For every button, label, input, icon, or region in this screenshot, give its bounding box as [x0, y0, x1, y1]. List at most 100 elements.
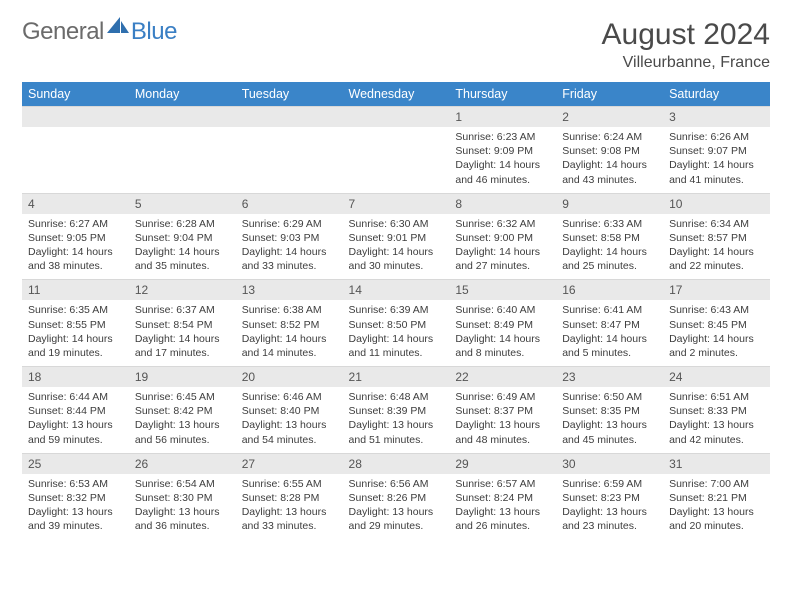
daylight-text: Daylight: 14 hours	[669, 245, 764, 259]
sunset-text: Sunset: 8:44 PM	[28, 404, 123, 418]
day-cell: Sunrise: 6:29 AMSunset: 9:03 PMDaylight:…	[236, 214, 343, 280]
day-cell: Sunrise: 6:49 AMSunset: 8:37 PMDaylight:…	[449, 387, 556, 453]
day-number: 19	[129, 367, 236, 388]
daylight-text: and 14 minutes.	[242, 346, 337, 360]
sunrise-text: Sunrise: 6:29 AM	[242, 217, 337, 231]
day-number: 31	[663, 453, 770, 474]
day-number: 22	[449, 367, 556, 388]
day-number: 1	[449, 107, 556, 128]
daylight-text: and 30 minutes.	[349, 259, 444, 273]
sunrise-text: Sunrise: 6:51 AM	[669, 390, 764, 404]
weekday-header: Tuesday	[236, 82, 343, 107]
daylight-text: Daylight: 13 hours	[669, 418, 764, 432]
sunset-text: Sunset: 8:40 PM	[242, 404, 337, 418]
day-cell: Sunrise: 6:41 AMSunset: 8:47 PMDaylight:…	[556, 300, 663, 366]
detail-row: Sunrise: 6:44 AMSunset: 8:44 PMDaylight:…	[22, 387, 770, 453]
title-month-year: August 2024	[602, 18, 770, 52]
sunset-text: Sunset: 8:28 PM	[242, 491, 337, 505]
day-number: 17	[663, 280, 770, 301]
daylight-text: Daylight: 14 hours	[349, 332, 444, 346]
day-number	[343, 107, 450, 128]
day-number	[129, 107, 236, 128]
daylight-text: Daylight: 14 hours	[455, 332, 550, 346]
daylight-text: and 54 minutes.	[242, 433, 337, 447]
calendar-page: General Blue August 2024 Villeurbanne, F…	[0, 0, 792, 557]
day-number: 30	[556, 453, 663, 474]
sunset-text: Sunset: 8:58 PM	[562, 231, 657, 245]
day-cell: Sunrise: 6:26 AM Sunset: 9:07 PM Dayligh…	[663, 127, 770, 193]
day-cell: Sunrise: 7:00 AMSunset: 8:21 PMDaylight:…	[663, 474, 770, 540]
daylight-text: Daylight: 13 hours	[455, 505, 550, 519]
daylight-text: Daylight: 13 hours	[349, 505, 444, 519]
daylight-text: and 35 minutes.	[135, 259, 230, 273]
sunset-text: Sunset: 8:21 PM	[669, 491, 764, 505]
sunrise-text: Sunrise: 6:59 AM	[562, 477, 657, 491]
daylight-text: and 17 minutes.	[135, 346, 230, 360]
sunset-text: Sunset: 9:01 PM	[349, 231, 444, 245]
day-cell: Sunrise: 6:27 AMSunset: 9:05 PMDaylight:…	[22, 214, 129, 280]
daylight-text: and 23 minutes.	[562, 519, 657, 533]
sunset-text: Sunset: 9:07 PM	[669, 144, 764, 158]
day-number: 29	[449, 453, 556, 474]
sunrise-text: Sunrise: 6:35 AM	[28, 303, 123, 317]
weekday-header: Wednesday	[343, 82, 450, 107]
day-number	[236, 107, 343, 128]
daynum-row: 1 2 3	[22, 107, 770, 128]
day-number: 18	[22, 367, 129, 388]
day-cell: Sunrise: 6:44 AMSunset: 8:44 PMDaylight:…	[22, 387, 129, 453]
daylight-text: and 33 minutes.	[242, 519, 337, 533]
sunset-text: Sunset: 8:42 PM	[135, 404, 230, 418]
sunset-text: Sunset: 8:57 PM	[669, 231, 764, 245]
day-cell: Sunrise: 6:40 AMSunset: 8:49 PMDaylight:…	[449, 300, 556, 366]
daylight-text: and 20 minutes.	[669, 519, 764, 533]
day-cell	[236, 127, 343, 193]
daylight-text: Daylight: 13 hours	[28, 505, 123, 519]
daylight-text: Daylight: 13 hours	[242, 418, 337, 432]
title-location: Villeurbanne, France	[602, 54, 770, 72]
daylight-text: and 27 minutes.	[455, 259, 550, 273]
daylight-text: Daylight: 14 hours	[669, 158, 764, 172]
daylight-text: Daylight: 13 hours	[349, 418, 444, 432]
day-cell: Sunrise: 6:23 AM Sunset: 9:09 PM Dayligh…	[449, 127, 556, 193]
sunset-text: Sunset: 8:35 PM	[562, 404, 657, 418]
day-cell: Sunrise: 6:28 AMSunset: 9:04 PMDaylight:…	[129, 214, 236, 280]
sunrise-text: Sunrise: 6:53 AM	[28, 477, 123, 491]
sunrise-text: Sunrise: 6:37 AM	[135, 303, 230, 317]
daylight-text: Daylight: 14 hours	[242, 245, 337, 259]
day-cell: Sunrise: 6:46 AMSunset: 8:40 PMDaylight:…	[236, 387, 343, 453]
title-block: August 2024 Villeurbanne, France	[602, 18, 770, 72]
sunrise-text: Sunrise: 6:43 AM	[669, 303, 764, 317]
weekday-header: Saturday	[663, 82, 770, 107]
sunrise-text: Sunrise: 6:34 AM	[669, 217, 764, 231]
day-number: 2	[556, 107, 663, 128]
day-cell: Sunrise: 6:38 AMSunset: 8:52 PMDaylight:…	[236, 300, 343, 366]
daylight-text: and 19 minutes.	[28, 346, 123, 360]
daylight-text: and 38 minutes.	[28, 259, 123, 273]
daylight-text: and 41 minutes.	[669, 173, 764, 187]
day-number: 10	[663, 193, 770, 214]
daylight-text: Daylight: 13 hours	[242, 505, 337, 519]
sunrise-text: Sunrise: 6:46 AM	[242, 390, 337, 404]
daylight-text: Daylight: 14 hours	[135, 245, 230, 259]
daylight-text: Daylight: 14 hours	[562, 245, 657, 259]
sunrise-text: Sunrise: 6:56 AM	[349, 477, 444, 491]
sunset-text: Sunset: 9:04 PM	[135, 231, 230, 245]
day-cell: Sunrise: 6:24 AM Sunset: 9:08 PM Dayligh…	[556, 127, 663, 193]
sunrise-text: Sunrise: 6:44 AM	[28, 390, 123, 404]
sunset-text: Sunset: 9:03 PM	[242, 231, 337, 245]
daylight-text: Daylight: 13 hours	[28, 418, 123, 432]
weekday-header: Sunday	[22, 82, 129, 107]
daynum-row: 18 19 20 21 22 23 24	[22, 367, 770, 388]
day-number: 27	[236, 453, 343, 474]
daylight-text: Daylight: 14 hours	[28, 332, 123, 346]
day-cell	[22, 127, 129, 193]
daylight-text: and 51 minutes.	[349, 433, 444, 447]
brand-logo: General Blue	[22, 18, 177, 46]
daylight-text: Daylight: 14 hours	[669, 332, 764, 346]
sunrise-text: Sunrise: 6:45 AM	[135, 390, 230, 404]
day-number: 9	[556, 193, 663, 214]
sunset-text: Sunset: 9:05 PM	[28, 231, 123, 245]
sunset-text: Sunset: 8:50 PM	[349, 318, 444, 332]
day-number: 3	[663, 107, 770, 128]
daylight-text: and 25 minutes.	[562, 259, 657, 273]
